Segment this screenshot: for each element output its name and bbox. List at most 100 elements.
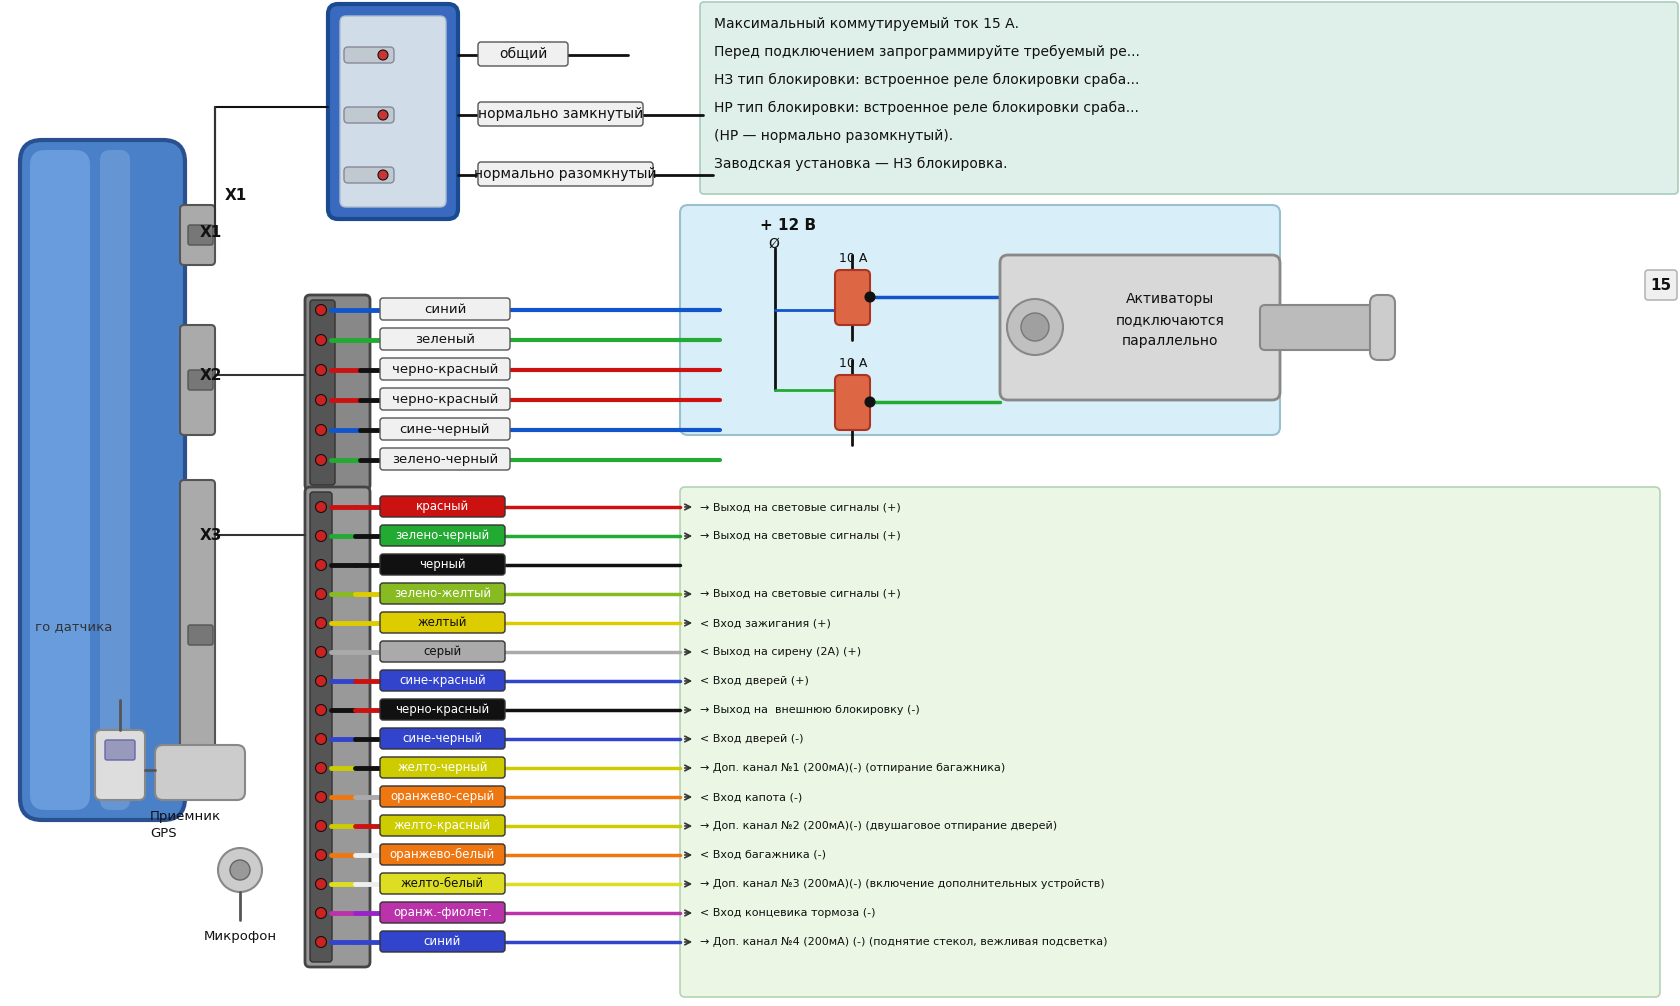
Circle shape bbox=[316, 849, 326, 860]
Text: желто-черный: желто-черный bbox=[396, 761, 487, 774]
Text: < Вход дверей (-): < Вход дверей (-) bbox=[699, 734, 803, 744]
FancyBboxPatch shape bbox=[1260, 305, 1389, 350]
FancyBboxPatch shape bbox=[188, 225, 213, 245]
FancyBboxPatch shape bbox=[380, 728, 504, 749]
FancyBboxPatch shape bbox=[96, 730, 144, 800]
Circle shape bbox=[316, 502, 326, 512]
Circle shape bbox=[316, 618, 326, 629]
Circle shape bbox=[316, 425, 326, 436]
FancyBboxPatch shape bbox=[380, 641, 504, 662]
FancyBboxPatch shape bbox=[1369, 295, 1394, 360]
FancyBboxPatch shape bbox=[477, 102, 643, 126]
Text: синий: синий bbox=[423, 935, 460, 948]
FancyBboxPatch shape bbox=[380, 873, 504, 894]
Text: сине-черный: сине-черный bbox=[400, 423, 491, 436]
Text: < Вход концевика тормоза (-): < Вход концевика тормоза (-) bbox=[699, 908, 875, 918]
FancyBboxPatch shape bbox=[104, 740, 134, 760]
Circle shape bbox=[378, 170, 388, 180]
FancyBboxPatch shape bbox=[344, 167, 393, 183]
FancyBboxPatch shape bbox=[344, 47, 393, 63]
FancyBboxPatch shape bbox=[188, 370, 213, 390]
Text: X1: X1 bbox=[200, 224, 222, 239]
FancyBboxPatch shape bbox=[380, 931, 504, 952]
Text: → Выход на  внешнюю блокировку (-): → Выход на внешнюю блокировку (-) bbox=[699, 705, 919, 715]
Text: НЗ тип блокировки: встроенное реле блокировки сраба...: НЗ тип блокировки: встроенное реле блоки… bbox=[714, 73, 1139, 88]
Circle shape bbox=[316, 937, 326, 948]
Circle shape bbox=[316, 733, 326, 744]
FancyBboxPatch shape bbox=[380, 554, 504, 575]
Text: (НР — нормально разомкнутый).: (НР — нормально разомкнутый). bbox=[714, 129, 953, 143]
Text: черно-красный: черно-красный bbox=[395, 703, 489, 716]
Circle shape bbox=[230, 860, 250, 880]
Circle shape bbox=[865, 292, 875, 302]
FancyBboxPatch shape bbox=[835, 270, 870, 325]
Text: Заводская установка — НЗ блокировка.: Заводская установка — НЗ блокировка. bbox=[714, 157, 1006, 171]
Circle shape bbox=[316, 704, 326, 715]
Text: 15: 15 bbox=[1650, 278, 1670, 293]
Text: оранжево-серый: оранжево-серый bbox=[390, 790, 494, 803]
Circle shape bbox=[1020, 313, 1048, 341]
Text: Ø: Ø bbox=[768, 237, 778, 252]
Circle shape bbox=[316, 821, 326, 832]
Text: черно-красный: черно-красный bbox=[391, 392, 497, 405]
Circle shape bbox=[316, 364, 326, 375]
Text: желто-белый: желто-белый bbox=[402, 877, 484, 890]
Text: → Доп. канал №2 (200мА)(-) (двушаговое отпирание дверей): → Доп. канал №2 (200мА)(-) (двушаговое о… bbox=[699, 821, 1057, 831]
FancyBboxPatch shape bbox=[380, 699, 504, 720]
FancyBboxPatch shape bbox=[380, 815, 504, 836]
Text: зелено-черный: зелено-черный bbox=[395, 529, 489, 542]
Text: синий: синий bbox=[423, 303, 465, 316]
FancyBboxPatch shape bbox=[380, 448, 509, 470]
Text: оранж.-фиолет.: оранж.-фиолет. bbox=[393, 906, 492, 919]
FancyBboxPatch shape bbox=[1645, 270, 1677, 300]
FancyBboxPatch shape bbox=[155, 745, 245, 800]
Text: желтый: желтый bbox=[418, 616, 467, 629]
Text: Максимальный коммутируемый ток 15 А.: Максимальный коммутируемый ток 15 А. bbox=[714, 17, 1018, 31]
FancyBboxPatch shape bbox=[380, 496, 504, 517]
FancyBboxPatch shape bbox=[180, 205, 215, 265]
FancyBboxPatch shape bbox=[380, 844, 504, 865]
Circle shape bbox=[316, 559, 326, 570]
Text: → Выход на световые сигналы (+): → Выход на световые сигналы (+) bbox=[699, 502, 900, 512]
Text: Микрофон: Микрофон bbox=[203, 930, 277, 943]
Text: НР тип блокировки: встроенное реле блокировки сраба...: НР тип блокировки: встроенное реле блоки… bbox=[714, 101, 1137, 115]
FancyBboxPatch shape bbox=[188, 625, 213, 645]
Text: оранжево-белый: оранжево-белый bbox=[390, 848, 496, 861]
Text: → Выход на световые сигналы (+): → Выход на световые сигналы (+) bbox=[699, 589, 900, 599]
Circle shape bbox=[316, 394, 326, 405]
Text: → Доп. канал №1 (200мА)(-) (отпирание багажника): → Доп. канал №1 (200мА)(-) (отпирание ба… bbox=[699, 763, 1005, 773]
Text: го датчика: го датчика bbox=[35, 620, 113, 633]
Text: серый: серый bbox=[423, 645, 462, 658]
Text: + 12 В: + 12 В bbox=[759, 218, 815, 233]
FancyBboxPatch shape bbox=[309, 492, 333, 962]
FancyBboxPatch shape bbox=[99, 150, 129, 810]
FancyBboxPatch shape bbox=[30, 150, 91, 810]
Text: Перед подключением запрограммируйте требуемый ре...: Перед подключением запрограммируйте треб… bbox=[714, 45, 1139, 59]
Text: нормально замкнутый: нормально замкнутый bbox=[477, 107, 643, 121]
Text: зелено-черный: зелено-черный bbox=[391, 453, 497, 466]
Text: 10 А: 10 А bbox=[838, 357, 867, 370]
FancyBboxPatch shape bbox=[180, 480, 215, 790]
Text: < Выход на сирену (2А) (+): < Выход на сирену (2А) (+) bbox=[699, 647, 860, 657]
FancyBboxPatch shape bbox=[380, 298, 509, 320]
Circle shape bbox=[218, 848, 262, 892]
Circle shape bbox=[316, 335, 326, 345]
FancyBboxPatch shape bbox=[680, 205, 1278, 435]
Text: → Выход на световые сигналы (+): → Выход на световые сигналы (+) bbox=[699, 531, 900, 541]
FancyBboxPatch shape bbox=[309, 300, 334, 485]
FancyBboxPatch shape bbox=[380, 612, 504, 633]
FancyBboxPatch shape bbox=[304, 295, 370, 490]
FancyBboxPatch shape bbox=[380, 418, 509, 440]
FancyBboxPatch shape bbox=[380, 757, 504, 778]
Circle shape bbox=[316, 589, 326, 600]
Text: сине-красный: сине-красный bbox=[398, 674, 486, 687]
FancyBboxPatch shape bbox=[339, 16, 445, 207]
Text: → Доп. канал №4 (200мА) (-) (поднятие стекол, вежливая подсветка): → Доп. канал №4 (200мА) (-) (поднятие ст… bbox=[699, 937, 1107, 947]
Circle shape bbox=[316, 763, 326, 774]
FancyBboxPatch shape bbox=[380, 525, 504, 546]
FancyBboxPatch shape bbox=[477, 42, 568, 66]
FancyBboxPatch shape bbox=[380, 670, 504, 691]
FancyBboxPatch shape bbox=[380, 583, 504, 604]
Circle shape bbox=[316, 305, 326, 316]
Circle shape bbox=[316, 455, 326, 466]
